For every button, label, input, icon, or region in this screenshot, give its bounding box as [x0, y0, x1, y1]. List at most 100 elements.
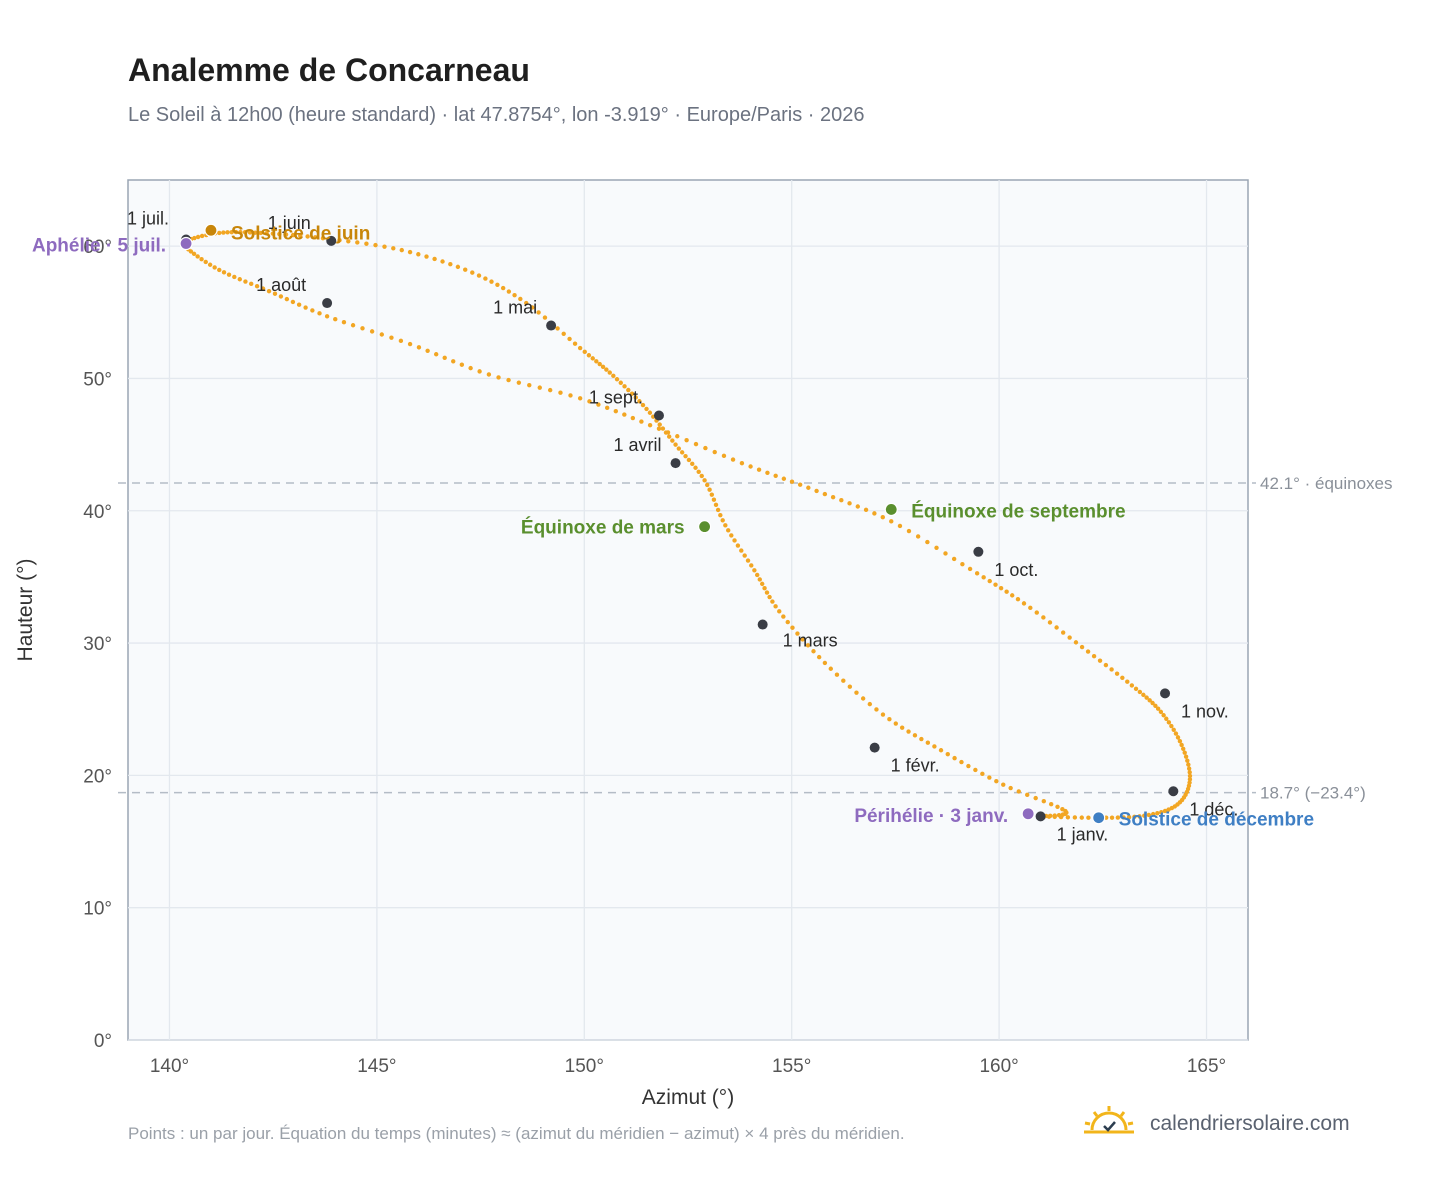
day-point — [693, 441, 699, 447]
day-point — [1150, 811, 1156, 817]
day-point — [1173, 731, 1179, 736]
day-point — [1085, 649, 1091, 654]
day-point — [1129, 683, 1135, 688]
day-point — [1133, 686, 1139, 692]
day-point — [1183, 754, 1189, 759]
month-marker — [973, 546, 984, 557]
day-point — [1015, 597, 1021, 602]
brand[interactable]: calendriersolaire.com — [1082, 1104, 1350, 1143]
y-tick-label: 10° — [83, 899, 112, 920]
day-point — [558, 390, 563, 395]
day-point — [217, 230, 222, 236]
month-label: 1 sept. — [589, 388, 643, 408]
day-point — [284, 296, 290, 302]
sun-icon — [1082, 1104, 1136, 1143]
day-point — [822, 491, 828, 497]
day-point — [1146, 812, 1152, 818]
y-tick-label: 50° — [83, 369, 112, 390]
reference-lines: 42.1° · équinoxes 18.7° (−23.4°) — [118, 474, 1393, 803]
month-label: 1 juin — [268, 213, 311, 233]
day-point — [221, 230, 226, 235]
month-label: 1 juil. — [127, 209, 169, 229]
day-point — [679, 450, 685, 455]
day-point — [524, 300, 529, 306]
day-point — [483, 276, 488, 281]
day-point — [993, 582, 998, 587]
footnote: Points : un par jour. Équation du temps … — [128, 1124, 905, 1143]
event-markers: Aphélie · 5 juil. Solstice de juin Équinox… — [32, 223, 1314, 830]
day-point — [721, 453, 727, 459]
day-point — [572, 341, 578, 346]
day-point — [752, 568, 757, 573]
day-point — [773, 473, 778, 478]
brand-name: calendriersolaire.com — [1150, 1111, 1350, 1135]
chart-subtitle: Le Soleil à 12h00 (heure standard) · lat… — [128, 104, 865, 126]
event-label: Équinoxe de mars — [521, 517, 685, 539]
day-point — [232, 274, 237, 280]
day-point — [463, 267, 468, 272]
day-point — [707, 487, 712, 492]
day-point — [841, 678, 846, 683]
day-point — [622, 412, 627, 417]
day-point — [860, 696, 866, 701]
day-point — [1109, 667, 1114, 672]
day-point — [476, 273, 482, 278]
day-point — [945, 751, 950, 757]
day-point — [748, 464, 753, 469]
day-point — [199, 256, 204, 262]
day-point — [952, 755, 957, 761]
day-point — [781, 614, 786, 619]
day-point — [303, 305, 308, 310]
day-point — [1052, 813, 1057, 818]
month-label: 1 janv. — [1057, 824, 1109, 844]
day-point — [518, 296, 523, 302]
day-point — [773, 604, 778, 609]
event-label: Périhélie · 3 janv. — [854, 806, 1008, 827]
day-point — [797, 482, 803, 487]
reference-line-label: 42.1° · équinoxes — [1260, 474, 1393, 493]
day-point — [867, 701, 873, 707]
day-point — [934, 545, 939, 550]
day-point — [723, 523, 728, 528]
day-point — [373, 242, 378, 248]
day-point — [333, 317, 338, 322]
day-point — [684, 437, 689, 443]
day-point — [828, 666, 833, 671]
day-point — [613, 408, 619, 414]
day-point — [711, 497, 717, 502]
day-point — [399, 247, 404, 253]
day-point — [500, 285, 506, 291]
month-label: 1 août — [256, 275, 306, 295]
day-point — [1125, 679, 1130, 684]
day-point — [980, 771, 985, 777]
day-point — [709, 492, 715, 497]
day-point — [703, 445, 708, 451]
day-point — [967, 566, 973, 572]
day-point — [1028, 605, 1033, 611]
day-point — [854, 690, 859, 695]
day-point — [536, 310, 541, 315]
day-point — [816, 654, 822, 660]
day-point — [906, 528, 912, 534]
day-point — [1086, 815, 1091, 820]
day-point — [742, 553, 747, 558]
day-point — [974, 571, 980, 576]
day-point — [1103, 662, 1109, 668]
day-point — [191, 251, 197, 257]
day-point — [795, 631, 800, 636]
day-point — [407, 341, 413, 347]
month-label: 1 mai — [493, 298, 537, 318]
day-point — [893, 721, 898, 726]
day-point — [925, 539, 930, 545]
day-point — [1055, 804, 1060, 810]
day-point — [199, 233, 205, 239]
month-marker — [757, 619, 768, 630]
day-point — [1079, 815, 1084, 820]
day-point — [495, 282, 500, 287]
day-point — [252, 230, 258, 235]
day-point — [324, 314, 330, 319]
event-marker — [179, 236, 193, 251]
day-point — [757, 577, 762, 582]
day-point — [1161, 713, 1166, 718]
